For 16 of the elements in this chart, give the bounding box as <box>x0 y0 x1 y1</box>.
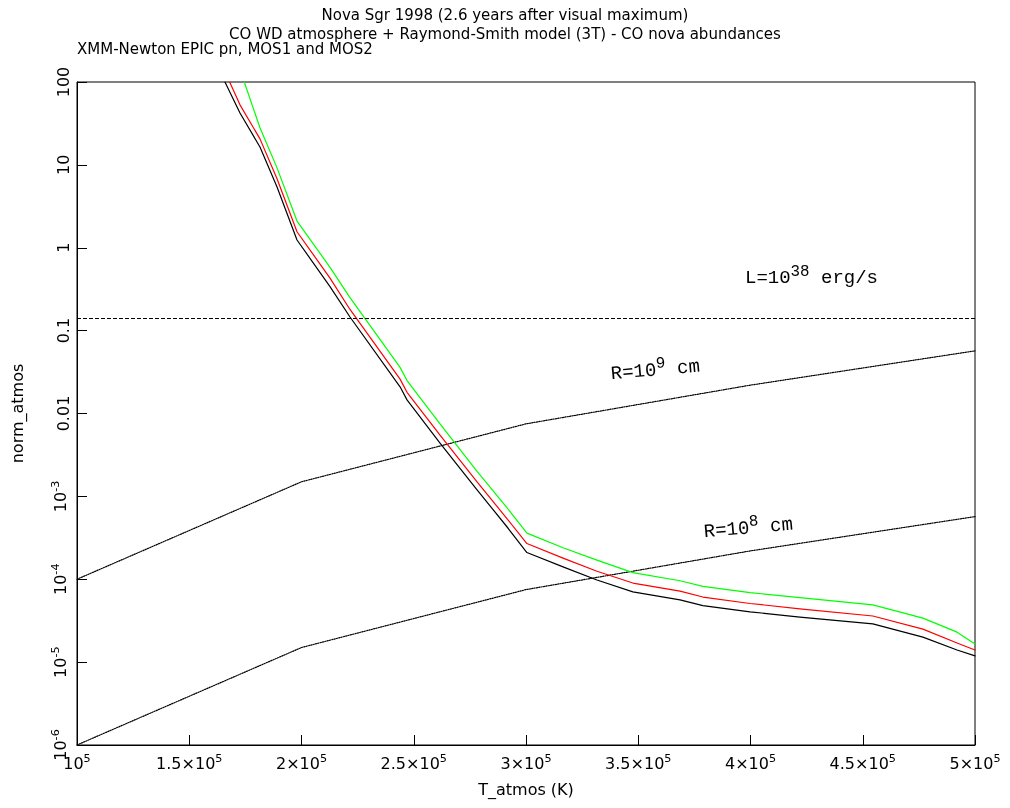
text: XMM-Newton EPIC pn, MOS1 and MOS2 <box>77 40 373 60</box>
y-tick-label: 10 <box>53 154 73 176</box>
annotation: R=10$^{9}$ cm <box>609 353 701 388</box>
chart-title: Nova Sgr 1998 (2.6 years after visual maximum) <box>321 5 689 24</box>
y-tick-label: 0.1 <box>53 317 73 344</box>
y-tick-label: 1 <box>53 242 73 253</box>
y-tick-label: 0.01 <box>53 395 73 432</box>
y-tick-label: 10-4 <box>49 563 71 596</box>
annotation: R=10$^{8}$ cm <box>702 511 794 546</box>
y-axis-title: norm_atmos <box>7 363 28 464</box>
annotation: L=10$^{38}$ erg/s <box>745 262 879 292</box>
x-axis-title: T_atmos (K) <box>477 779 574 800</box>
y-tick-label: 10-3 <box>49 480 71 513</box>
y-tick-label: 10-5 <box>49 646 71 678</box>
y-tick-label: 100 <box>53 66 73 98</box>
chart-subtitle: CO WD atmosphere + Raymond-Smith model (3T) - CO nova abundances <box>229 24 782 43</box>
